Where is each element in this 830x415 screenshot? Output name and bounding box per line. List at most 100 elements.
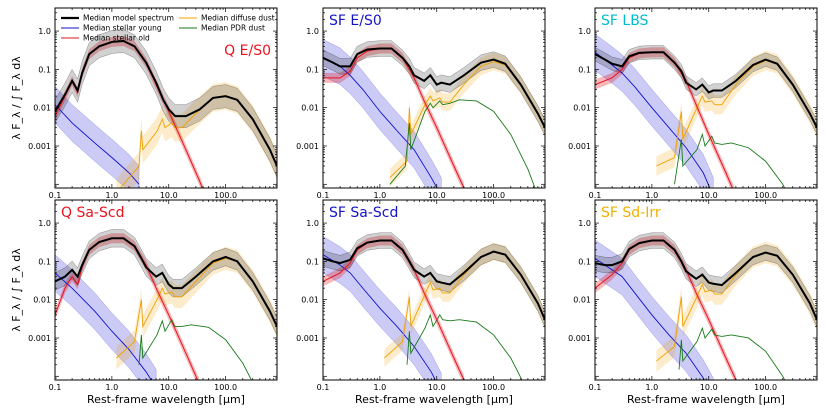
x-tick-label: 0.1 (49, 191, 62, 200)
y-tick-label: 0.1 (38, 65, 51, 74)
plot-area (595, 33, 817, 188)
y-tick-label: 1.0 (306, 27, 319, 36)
x-tick-label: 100.0 (214, 191, 237, 200)
panel-sf-sd-irr: 0.1 1.0 10.0 100.0 1.0 0.1 0.01 0.001 SF Sd-Irr R… (568, 199, 818, 406)
young-line (323, 57, 438, 188)
x-axis-label: Rest-frame wavelength [μm] (627, 393, 785, 406)
pdr-line (389, 99, 536, 188)
y-tick-label: 0.01 (573, 296, 591, 305)
young-line (55, 104, 140, 185)
y-tick-label: 0.1 (578, 257, 591, 266)
y-tick-label: 0.01 (301, 104, 319, 113)
model-band (323, 232, 545, 328)
panel-title: SF LBS (601, 13, 649, 29)
panel-title: Q Sa-Scd (61, 205, 124, 221)
x-tick-label: 10.0 (160, 191, 178, 200)
diffuse-band (656, 241, 817, 372)
x-tick-label: 10.0 (700, 191, 718, 200)
y-tick-label: 0.1 (578, 65, 591, 74)
x-tick-label: 100.0 (482, 191, 505, 200)
x-tick-label: 1.0 (646, 191, 659, 200)
plot-area (323, 39, 545, 188)
y-tick-label: 1.0 (306, 219, 319, 228)
y-tick-label: 1.0 (578, 27, 591, 36)
y-tick-label: 0.01 (33, 296, 51, 305)
panel-title: SF Sa-Scd (329, 205, 398, 221)
panel-sf-sa-scd: 0.1 1.0 10.0 100.0 1.0 0.1 0.01 0.001 SF Sa-Scd R… (296, 199, 546, 406)
model-line (55, 237, 277, 327)
legend-label-model: Median model spectrum (83, 14, 174, 23)
y-tick-label: 0.1 (306, 65, 319, 74)
y-tick-label: 1.0 (578, 219, 591, 228)
pdr-line (674, 132, 786, 188)
x-tick-label: 10.0 (428, 383, 446, 392)
model-line (595, 239, 817, 321)
x-axis-label: Rest-frame wavelength [μm] (355, 393, 513, 406)
pdr-line (406, 313, 523, 380)
plot-area (55, 29, 277, 188)
model-band (323, 40, 545, 136)
young-line (595, 257, 705, 380)
legend-label-old: Median stellar old (83, 34, 150, 43)
y-tick-label: 0.01 (301, 296, 319, 305)
y-tick-label: 0.1 (38, 257, 51, 266)
x-tick-label: 10.0 (428, 191, 446, 200)
y-tick-label: 0.01 (33, 104, 51, 113)
young-line (595, 51, 711, 188)
x-tick-label: 100.0 (754, 383, 777, 392)
y-tick-label: 0.001 (28, 142, 51, 151)
legend-label-diffuse: Median diffuse dust (201, 14, 275, 23)
young-line (323, 254, 436, 380)
plot-area (55, 229, 277, 380)
x-tick-label: 10.0 (700, 383, 718, 392)
panel-title: SF Sd-Irr (601, 205, 661, 221)
y-tick-label: 1.0 (38, 27, 51, 36)
x-tick-label: 1.0 (646, 383, 659, 392)
diffuse-band (116, 82, 277, 188)
x-tick-label: 100.0 (754, 191, 777, 200)
panel-title: Q E/S0 (224, 43, 271, 59)
x-tick-label: 1.0 (106, 191, 119, 200)
x-tick-label: 0.1 (589, 191, 602, 200)
y-tick-label: 0.01 (573, 104, 591, 113)
y-tick-label: 0.001 (568, 334, 591, 343)
x-tick-label: 0.1 (317, 383, 330, 392)
diffuse-band (384, 242, 545, 367)
model-line (323, 47, 545, 129)
y-tick-label: 0.1 (306, 257, 319, 266)
model-line (323, 239, 545, 321)
young-band (595, 239, 714, 380)
plot-area (595, 232, 817, 380)
x-tick-label: 100.0 (214, 383, 237, 392)
y-axis-label: λ F_λ / ∫ F_λ dλ (10, 56, 23, 140)
y-tick-label: 0.001 (296, 334, 319, 343)
pdr-line (678, 326, 786, 380)
diffuse-band (656, 50, 817, 176)
legend-label-pdr: Median PDR dust (201, 24, 265, 33)
x-tick-label: 0.1 (317, 191, 330, 200)
x-tick-label: 1.0 (374, 191, 387, 200)
pdr-line (138, 318, 252, 380)
x-tick-label: 10.0 (160, 383, 178, 392)
young-band (55, 254, 157, 380)
model-line (595, 51, 817, 129)
model-band (55, 229, 277, 336)
panel-sf-lbs: 0.1 1.0 10.0 100.0 1.0 0.1 0.01 0.001 SF LBS (568, 7, 818, 200)
x-tick-label: 1.0 (106, 383, 119, 392)
young-line (55, 272, 152, 380)
diffuse-band (389, 52, 545, 187)
panel-q-sa-scd: 0.1 1.0 10.0 100.0 1.0 0.1 0.01 0.001 Q Sa-Scd Re… (28, 199, 278, 406)
x-tick-label: 0.1 (49, 383, 62, 392)
y-tick-label: 0.001 (28, 334, 51, 343)
diffuse-band (116, 246, 277, 370)
panel-title: SF E/S0 (329, 13, 382, 29)
y-tick-label: 1.0 (38, 219, 51, 228)
y-tick-label: 0.001 (568, 142, 591, 151)
plot-area (323, 232, 545, 380)
x-tick-label: 100.0 (482, 383, 505, 392)
model-line (55, 39, 277, 167)
x-tick-label: 1.0 (374, 383, 387, 392)
